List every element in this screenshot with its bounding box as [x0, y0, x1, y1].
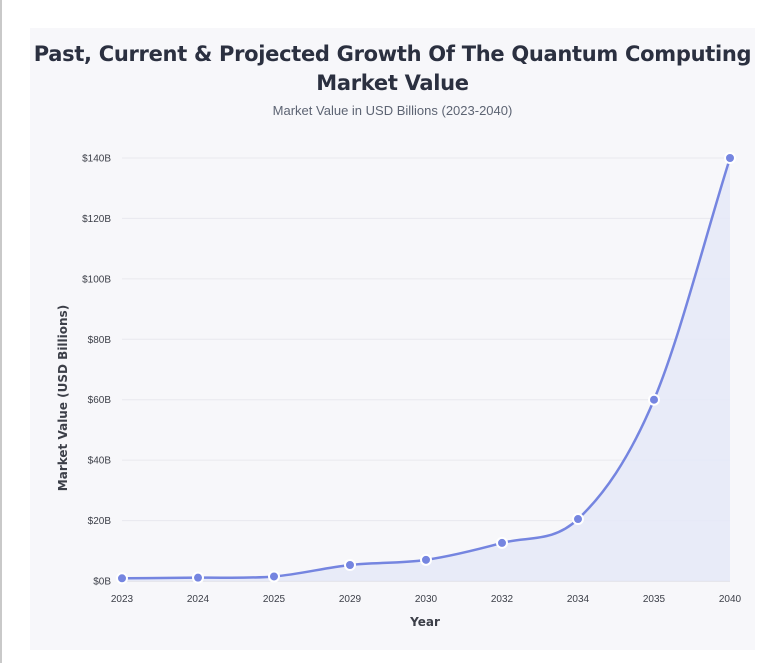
data-points [116, 152, 736, 585]
x-tick-label: 2024 [187, 594, 210, 605]
chart-plot: $0B$20B$40B$60B$80B$100B$120B$140B 2023 2… [56, 152, 742, 629]
data-point [648, 393, 660, 406]
y-tick-label: $60B [88, 395, 112, 406]
chart-card: Past, Current & Projected Growth Of The … [30, 28, 755, 650]
y-tick-label: $120B [82, 214, 111, 225]
data-point [496, 536, 508, 549]
y-axis-ticks: $0B $20B $40B $60B $80B $100B $120B $140B [82, 154, 111, 588]
x-tick-label: 2023 [111, 594, 134, 605]
chart-title: Past, Current & Projected Growth Of The … [33, 42, 752, 95]
x-tick-label: 2035 [643, 594, 666, 605]
y-axis-title: Market Value (USD Billions) [56, 305, 70, 491]
area-fill [122, 158, 730, 581]
x-tick-label: 2029 [339, 594, 362, 605]
data-point [420, 553, 432, 566]
x-axis-title: Year [409, 615, 440, 629]
y-tick-label: $0B [93, 577, 111, 588]
y-tick-label: $40B [88, 456, 112, 467]
data-point [268, 570, 280, 583]
y-tick-label: $80B [88, 335, 112, 346]
window-edge [0, 0, 2, 663]
data-point [344, 558, 356, 571]
data-point [192, 571, 204, 584]
y-tick-label: $140B [82, 154, 111, 165]
data-point [724, 152, 736, 164]
data-point [572, 513, 584, 526]
x-tick-label: 2032 [491, 594, 514, 605]
data-point [116, 572, 128, 585]
series-line [121, 157, 732, 580]
chart-subtitle: Market Value in USD Billions (2023-2040) [272, 103, 513, 118]
y-tick-label: $20B [88, 516, 112, 527]
y-tick-label: $100B [82, 274, 111, 285]
x-axis-ticks: 2023 2024 2025 2029 2030 2032 2034 2035 2040 [111, 594, 742, 605]
x-tick-label: 2030 [415, 594, 438, 605]
x-tick-label: 2025 [263, 594, 286, 605]
x-tick-label: 2034 [567, 594, 590, 605]
x-tick-label: 2040 [719, 594, 742, 605]
